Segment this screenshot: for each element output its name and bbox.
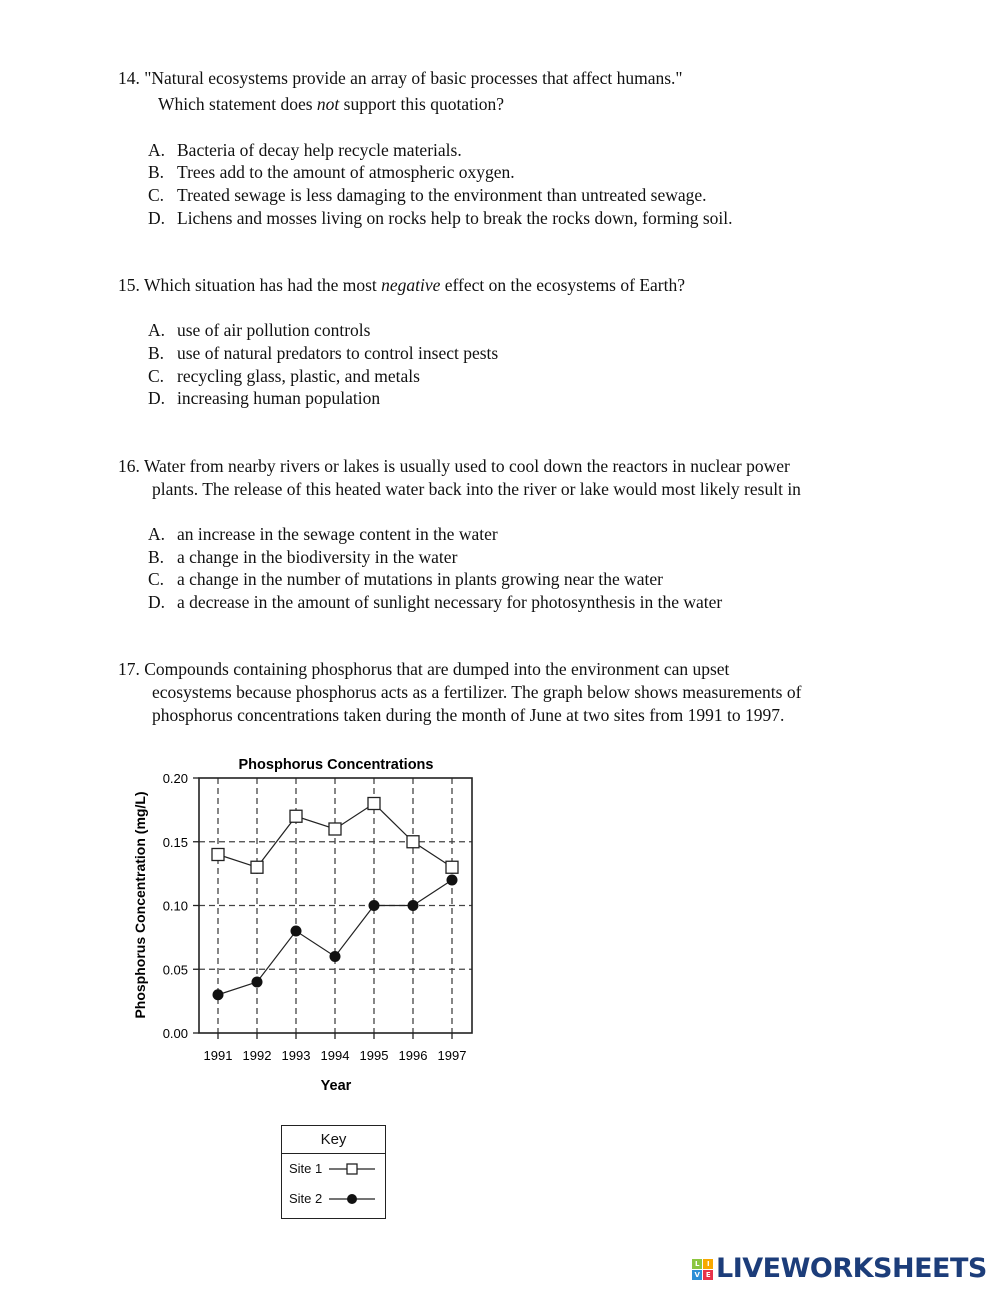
x-tick-label: 1991	[204, 1048, 233, 1063]
x-tick-label: 1993	[282, 1048, 311, 1063]
y-tick-label: 0.10	[163, 899, 188, 914]
option-letter: C.	[148, 366, 165, 386]
q17-stem-line2: ecosystems because phosphorus acts as a …	[152, 682, 802, 702]
option-text: a change in the number of mutations in p…	[177, 569, 663, 589]
y-tick-label: 0.20	[163, 771, 188, 786]
site-2-point	[368, 900, 380, 911]
option-text: Treated sewage is less damaging to the e…	[177, 185, 707, 205]
site-2-point	[212, 989, 224, 1001]
option-text: a change in the biodiversity in the wate…	[177, 547, 458, 567]
site-1-point	[250, 860, 264, 874]
q17-stem-line3: phosphorus concentrations taken during t…	[152, 705, 785, 725]
y-tick-label: 0.00	[163, 1026, 188, 1041]
x-tick-label: 1997	[438, 1048, 467, 1063]
open-square-marker-icon	[329, 1163, 375, 1175]
site-2-point	[329, 951, 341, 962]
x-tick-label: 1994	[321, 1048, 350, 1063]
q15-stem: 15. Which situation has had the most neg…	[118, 275, 685, 295]
option-text: Bacteria of decay help recycle materials…	[177, 140, 462, 160]
chart-title: Phosphorus Concentrations	[239, 757, 434, 773]
site-1-point	[445, 860, 459, 874]
option-text: use of natural predators to control inse…	[177, 343, 499, 363]
option-letter: D.	[148, 388, 166, 408]
option-text: an increase in the sewage content in the…	[177, 524, 498, 544]
x-tick-label: 1995	[360, 1048, 389, 1063]
x-axis-label: Year	[321, 1078, 352, 1094]
option-letter: B.	[148, 343, 165, 363]
plot-frame	[198, 777, 473, 1034]
site-2-point	[290, 925, 302, 937]
y-tick-label: 0.05	[163, 962, 188, 977]
site-1-point	[289, 809, 303, 823]
option-text: Lichens and mosses living on rocks help …	[177, 208, 733, 228]
site-2-point	[446, 874, 458, 886]
site-1-point	[211, 847, 225, 862]
chart-legend: Key Site 1 Site 2	[281, 1125, 386, 1219]
x-tick-label: 1996	[399, 1048, 428, 1063]
option-text: increasing human population	[177, 388, 381, 408]
option-letter: D.	[148, 592, 166, 612]
y-axis-label: Phosphorus Concentration (mg/L)	[132, 791, 148, 1018]
q16-stem-line2: plants. The release of this heated water…	[152, 479, 801, 499]
site-1-point	[367, 796, 381, 811]
site-1-point	[406, 835, 420, 849]
legend-site-1: Site 1	[282, 1154, 385, 1184]
option-text: a decrease in the amount of sunlight nec…	[177, 592, 723, 612]
q14-stem-line2: Which statement does not support this qu…	[158, 94, 505, 114]
legend-title: Key	[282, 1126, 385, 1154]
site-2-point	[251, 976, 263, 988]
site-1-point	[328, 822, 342, 836]
option-letter: B.	[148, 547, 165, 567]
site-2-point	[407, 900, 419, 911]
x-tick-label: 1992	[243, 1048, 272, 1063]
option-letter: A.	[148, 320, 166, 340]
option-letter: D.	[148, 208, 166, 228]
option-letter: B.	[148, 162, 165, 182]
option-letter: C.	[148, 185, 165, 205]
option-text: use of air pollution controls	[177, 320, 371, 340]
option-letter: C.	[148, 569, 165, 589]
option-text: recycling glass, plastic, and metals	[177, 366, 420, 386]
option-letter: A.	[148, 524, 166, 544]
series-line-site-2	[217, 879, 453, 996]
option-text: Trees add to the amount of atmospheric o…	[177, 162, 515, 182]
filled-circle-marker-icon	[329, 1194, 375, 1204]
q16-stem: 16. Water from nearby rivers or lakes is…	[118, 456, 790, 476]
y-tick-label: 0.15	[163, 835, 188, 850]
option-letter: A.	[148, 140, 166, 160]
q14-stem: 14. "Natural ecosystems provide an array…	[118, 68, 683, 88]
q17-stem: 17. Compounds containing phosphorus that…	[118, 659, 730, 679]
legend-site-2: Site 2	[282, 1184, 385, 1214]
